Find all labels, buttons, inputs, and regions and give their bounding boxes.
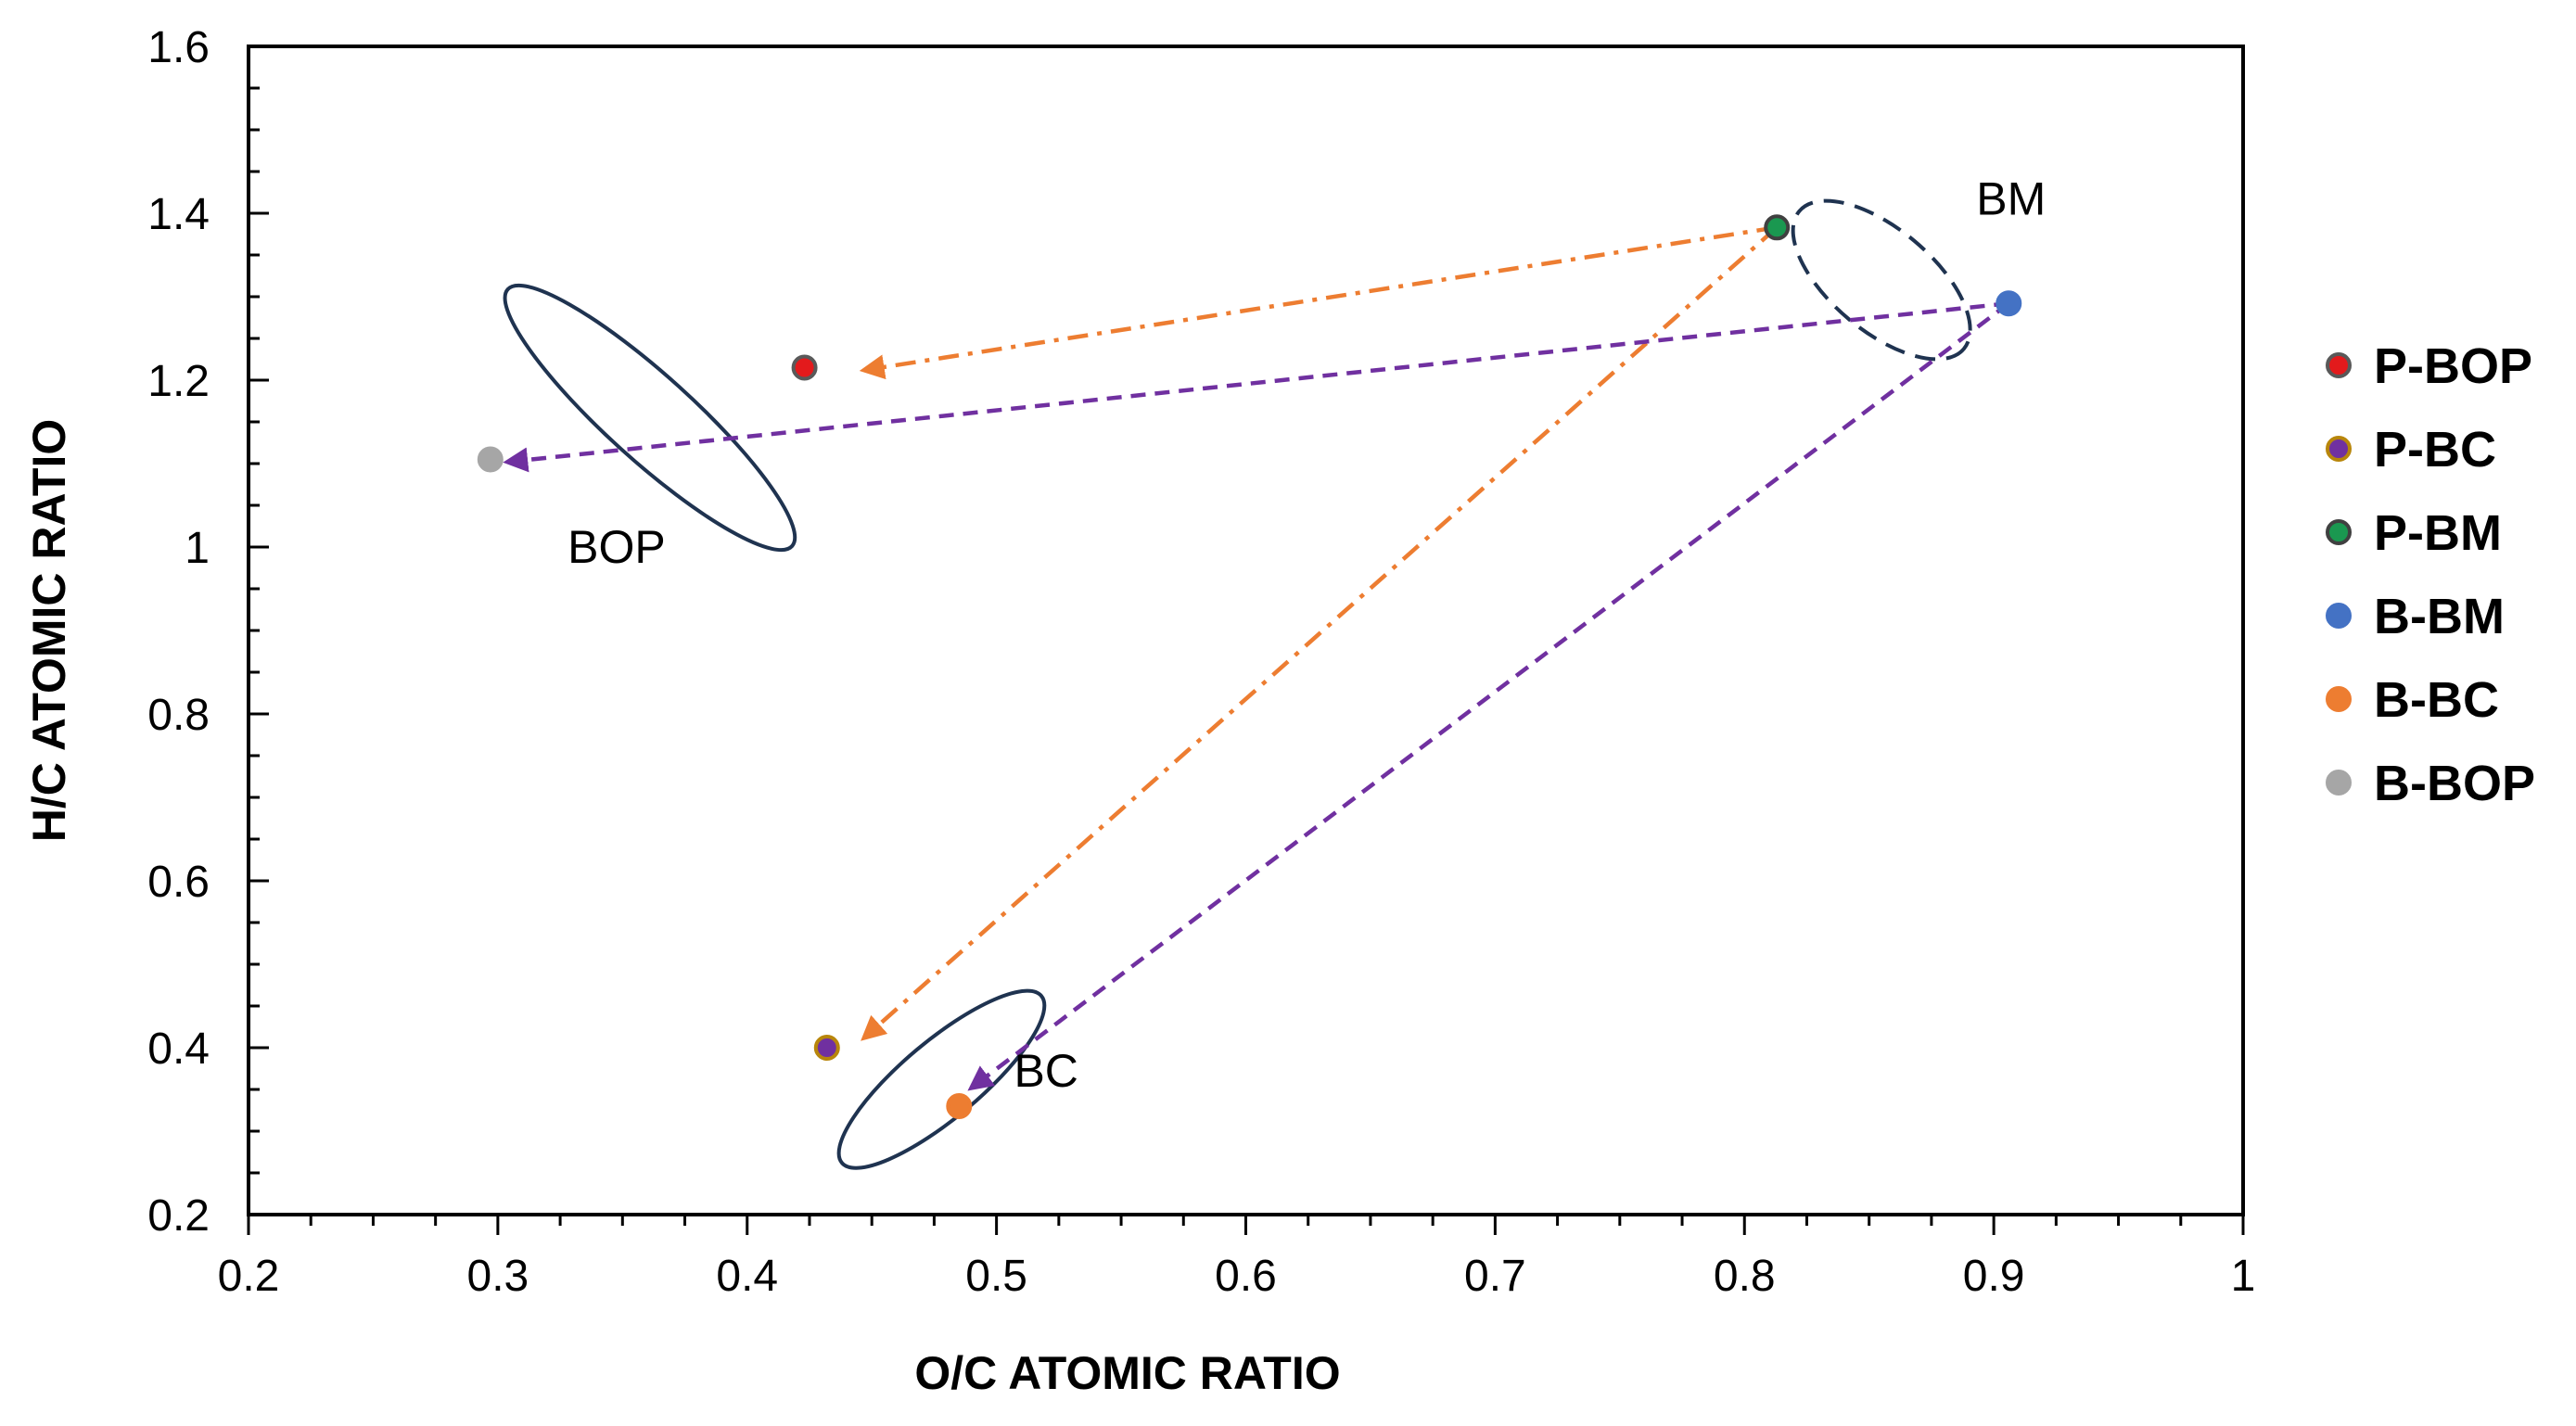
legend-marker-p-bm [2326, 519, 2352, 545]
legend-marker-b-bop [2326, 770, 2352, 796]
y-tick-label: 0.6 [147, 858, 210, 907]
group-ellipse-bop [503, 283, 797, 553]
x-tick-label: 0.8 [1714, 1252, 1776, 1301]
x-tick-label: 0.2 [218, 1252, 280, 1301]
x-tick-label: 0.7 [1464, 1252, 1526, 1301]
legend-label-p-bc: P-BC [2374, 422, 2496, 477]
legend: P-BOP P-BC P-BM B-BM B-BC B-BOP [2326, 338, 2535, 811]
y-tick-label: 0.4 [147, 1025, 210, 1074]
x-tick-label: 0.9 [1963, 1252, 2025, 1301]
x-tick-label: 0.3 [467, 1252, 529, 1301]
transition-arrow [503, 300, 2009, 473]
point-b-bm [1996, 290, 2022, 317]
legend-marker-p-bop [2326, 352, 2352, 378]
point-p-bc [813, 1035, 840, 1061]
group-ellipse-bm [1791, 198, 1972, 362]
legend-label-p-bm: P-BM [2374, 505, 2502, 561]
legend-marker-b-bc [2326, 686, 2352, 712]
x-tick-label: 1 [2231, 1252, 2256, 1301]
x-tick-label: 0.5 [965, 1252, 1027, 1301]
y-tick-label: 1.6 [147, 23, 210, 72]
y-tick-label: 0.8 [147, 691, 210, 740]
legend-label-b-bc: B-BC [2374, 672, 2499, 728]
x-tick-label: 0.6 [1215, 1252, 1277, 1301]
arrows [503, 225, 2010, 1091]
group-label-bc: BC [1014, 1045, 1078, 1097]
axes: 0.2 0.3 0.4 0.5 0.6 0.7 0.8 0.9 1 0.2 0.4 0.6 0.8 1 1.… [147, 23, 2255, 1301]
group-label-bop: BOP [567, 521, 666, 573]
legend-label-p-bop: P-BOP [2374, 338, 2532, 394]
group-ellipses: BOP BC BM [503, 173, 2046, 1170]
group-label-bm: BM [1976, 173, 2046, 225]
y-axis-title: H/C ATOMIC RATIO [23, 419, 75, 842]
x-tick-label: 0.4 [716, 1252, 778, 1301]
point-b-bc [946, 1093, 973, 1119]
legend-label-b-bm: B-BM [2374, 589, 2505, 644]
y-tick-label: 1 [185, 524, 210, 573]
transition-arrow [861, 225, 1779, 1041]
x-axis-title: O/C ATOMIC RATIO [914, 1347, 1340, 1399]
legend-marker-p-bc [2326, 436, 2352, 462]
legend-label-b-bop: B-BOP [2374, 756, 2535, 811]
data-points [477, 214, 2022, 1119]
point-p-bop [791, 354, 818, 381]
y-tick-label: 1.4 [147, 190, 210, 239]
plot-area [247, 45, 2245, 1216]
y-tick-label: 1.2 [147, 357, 210, 406]
point-p-bm [1764, 214, 1791, 241]
legend-marker-b-bm [2326, 603, 2352, 629]
point-b-bop [477, 446, 504, 473]
y-tick-label: 0.2 [147, 1191, 210, 1241]
